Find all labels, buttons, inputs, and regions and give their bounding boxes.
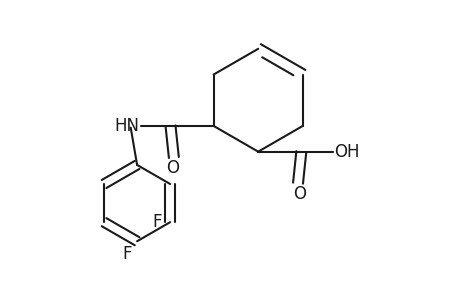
Text: O: O bbox=[166, 159, 179, 177]
Text: F: F bbox=[152, 213, 162, 231]
Text: O: O bbox=[292, 185, 306, 203]
Text: F: F bbox=[123, 244, 132, 262]
Text: OH: OH bbox=[333, 143, 359, 161]
Text: HN: HN bbox=[114, 117, 140, 135]
